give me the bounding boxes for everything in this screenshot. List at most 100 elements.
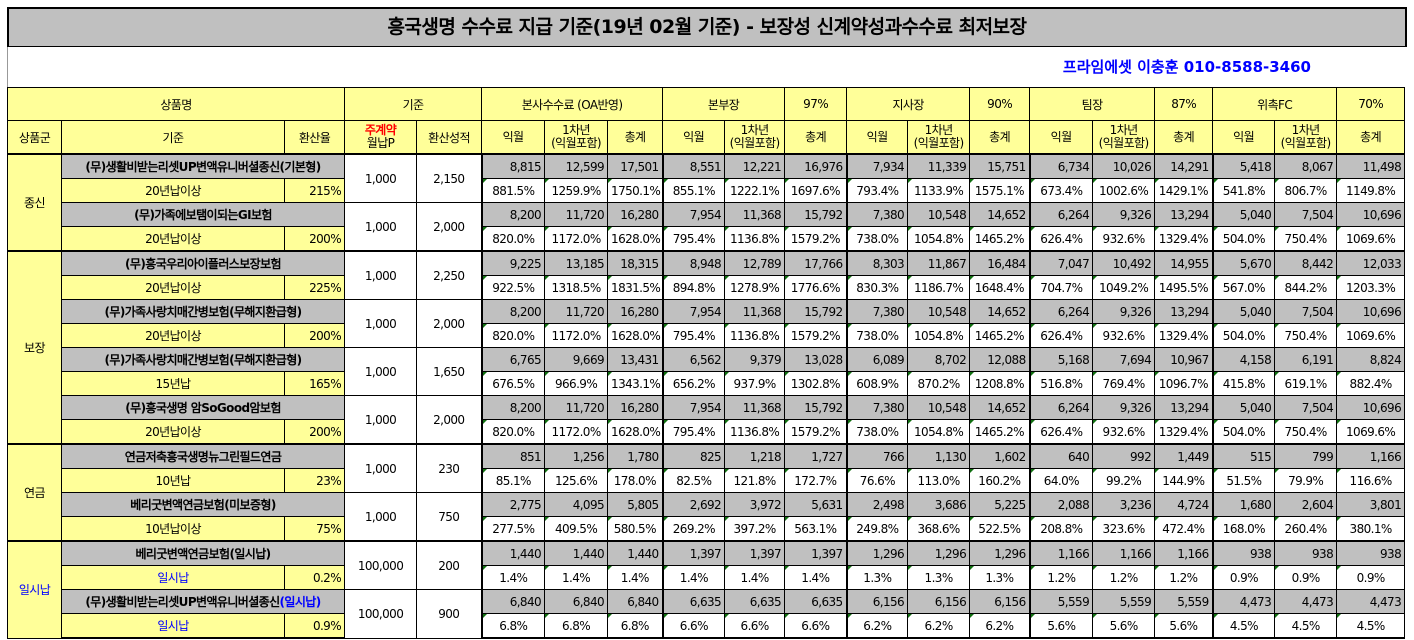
commission-percent: 1302.8% xyxy=(784,371,848,396)
product-name-text: 베리굿변액연금보험(일시납) xyxy=(135,547,271,561)
commission-percent: 1465.2% xyxy=(969,226,1031,252)
monthly-premium: 100,000 xyxy=(344,589,418,639)
header-group: 상품군 xyxy=(7,120,62,155)
commission-amount: 8,702 xyxy=(907,347,971,372)
commission-percent: 1579.2% xyxy=(784,323,848,348)
commission-percent: 608.9% xyxy=(845,371,909,396)
commission-percent: 323.6% xyxy=(1092,516,1156,542)
product-name: (무)생활비받는리셋UP변액유니버셜종신(일시납) xyxy=(60,589,346,614)
header-monthly-premium: 주계약 월납P xyxy=(344,120,418,155)
commission-percent: 1208.8% xyxy=(969,371,1031,396)
commission-percent: 125.6% xyxy=(544,468,609,493)
commission-percent: 522.5% xyxy=(969,516,1031,542)
commission-percent: 1575.1% xyxy=(969,178,1031,203)
commission-percent: 1.4% xyxy=(480,565,546,590)
commission-amount: 6,635 xyxy=(784,589,848,614)
conversion-rate: 75% xyxy=(283,516,346,542)
commission-amount: 14,652 xyxy=(969,299,1031,324)
conversion-rate: 200% xyxy=(283,419,346,445)
commission-percent: 1.3% xyxy=(907,565,971,590)
header-level-rate: 90% xyxy=(969,87,1031,121)
commission-percent: 472.4% xyxy=(1154,516,1214,542)
commission-amount: 5,559 xyxy=(1092,589,1156,614)
monthly-premium: 100,000 xyxy=(344,540,418,590)
commission-percent: 113.0% xyxy=(907,468,971,493)
commission-percent: 516.8% xyxy=(1028,371,1094,396)
product-name: (무)흥국우리아이플러스보장보험 xyxy=(60,250,346,276)
commission-percent: 932.6% xyxy=(1092,419,1156,445)
commission-percent: 1697.6% xyxy=(784,178,848,203)
commission-amount: 6,156 xyxy=(907,589,971,614)
commission-percent: 1259.9% xyxy=(544,178,609,203)
commission-percent: 6.8% xyxy=(480,613,546,639)
product-name: (무)생활비받는리셋UP변액유니버셜종신(기본형) xyxy=(60,153,346,179)
header-sub-col: 익월 xyxy=(481,120,546,155)
commission-amount: 16,280 xyxy=(607,299,664,324)
header-sub-col: 익월 xyxy=(1029,120,1094,155)
commission-percent: 51.5% xyxy=(1211,468,1276,493)
commission-percent: 6.2% xyxy=(907,613,971,639)
commission-amount: 11,720 xyxy=(544,299,609,324)
commission-percent: 1172.0% xyxy=(544,323,609,348)
product-name-text: (무)생활비받는리셋UP변액유니버셜종신 xyxy=(85,595,280,609)
sheet-title: 흥국생명 수수료 지급 기준(19년 02월 기준) - 보장성 신계약성과수수… xyxy=(7,7,1407,47)
commission-amount: 851 xyxy=(480,443,546,469)
spreadsheet: 흥국생명 수수료 지급 기준(19년 02월 기준) - 보장성 신계약성과수수… xyxy=(6,7,1407,639)
commission-percent: 504.0% xyxy=(1211,323,1276,348)
header-sub-col: 익월 xyxy=(1212,120,1276,155)
commission-amount: 7,504 xyxy=(1274,202,1338,227)
commission-percent: 750.4% xyxy=(1274,226,1338,252)
product-row: (무)가족에보탬이되는GI보험 1,000 2,000 8,200 11,720 16,2… xyxy=(8,202,1406,252)
commission-amount: 6,840 xyxy=(607,589,664,614)
header-criteria: 기준 xyxy=(61,120,285,155)
conversion-rate: 225% xyxy=(283,275,346,300)
commission-percent: 1.4% xyxy=(544,565,609,590)
commission-percent: 85.1% xyxy=(480,468,546,493)
commission-percent: 844.2% xyxy=(1274,275,1338,300)
commission-amount: 11,720 xyxy=(544,395,609,420)
commission-percent: 504.0% xyxy=(1211,419,1276,445)
commission-percent: 269.2% xyxy=(661,516,726,542)
commission-amount: 1,296 xyxy=(969,540,1031,566)
commission-percent: 6.6% xyxy=(661,613,726,639)
converted-performance: 2,000 xyxy=(416,395,483,445)
commission-percent: 676.5% xyxy=(480,371,546,396)
commission-amount: 11,339 xyxy=(907,153,971,179)
commission-amount: 13,431 xyxy=(607,347,664,372)
commission-percent: 1049.2% xyxy=(1092,275,1156,300)
commission-amount: 1,256 xyxy=(544,443,609,469)
commission-percent: 793.4% xyxy=(845,178,909,203)
monthly-premium: 1,000 xyxy=(344,347,418,396)
payment-criteria: 10년납이상 xyxy=(61,516,285,542)
conversion-rate: 200% xyxy=(283,323,346,348)
commission-amount: 17,766 xyxy=(784,250,848,276)
commission-amount: 5,040 xyxy=(1211,395,1276,420)
commission-percent: 116.6% xyxy=(1336,468,1406,493)
payment-criteria: 10년납 xyxy=(61,468,285,493)
commission-amount: 2,775 xyxy=(480,492,546,517)
commission-amount: 11,867 xyxy=(907,250,971,276)
payment-criteria: 20년납이상 xyxy=(61,323,285,348)
commission-amount: 10,696 xyxy=(1336,299,1406,324)
product-row: 보장 (무)흥국우리아이플러스보장보험 1,000 2,250 9,225 13,185 1… xyxy=(7,250,1406,445)
commission-amount: 6,264 xyxy=(1028,202,1094,227)
commission-percent: 932.6% xyxy=(1092,323,1156,348)
header-sub-col: 익월 xyxy=(662,120,726,155)
commission-percent: 0.9% xyxy=(1211,565,1276,590)
commission-percent: 626.4% xyxy=(1028,323,1094,348)
commission-percent: 4.5% xyxy=(1336,613,1406,639)
header-level: 위촉FC xyxy=(1212,87,1338,121)
header-level: 지사장 xyxy=(846,87,971,121)
commission-amount: 1,397 xyxy=(724,540,786,566)
product-name-text: (무)가족사랑치매간병보험(무해지환급형) xyxy=(104,305,303,319)
commission-amount: 13,294 xyxy=(1154,299,1214,324)
commission-percent: 626.4% xyxy=(1028,419,1094,445)
product-name-suffix: (일시납) xyxy=(279,595,322,609)
commission-amount: 11,498 xyxy=(1336,153,1406,179)
commission-percent: 1222.1% xyxy=(724,178,786,203)
commission-amount: 8,200 xyxy=(480,299,546,324)
commission-percent: 1054.8% xyxy=(907,226,971,252)
commission-percent: 1329.4% xyxy=(1154,226,1214,252)
commission-amount: 3,686 xyxy=(907,492,971,517)
product-row: (무)가족사랑치매간병보험(무해지환급형) 1,000 1,650 6,765 9,66… xyxy=(8,347,1406,396)
